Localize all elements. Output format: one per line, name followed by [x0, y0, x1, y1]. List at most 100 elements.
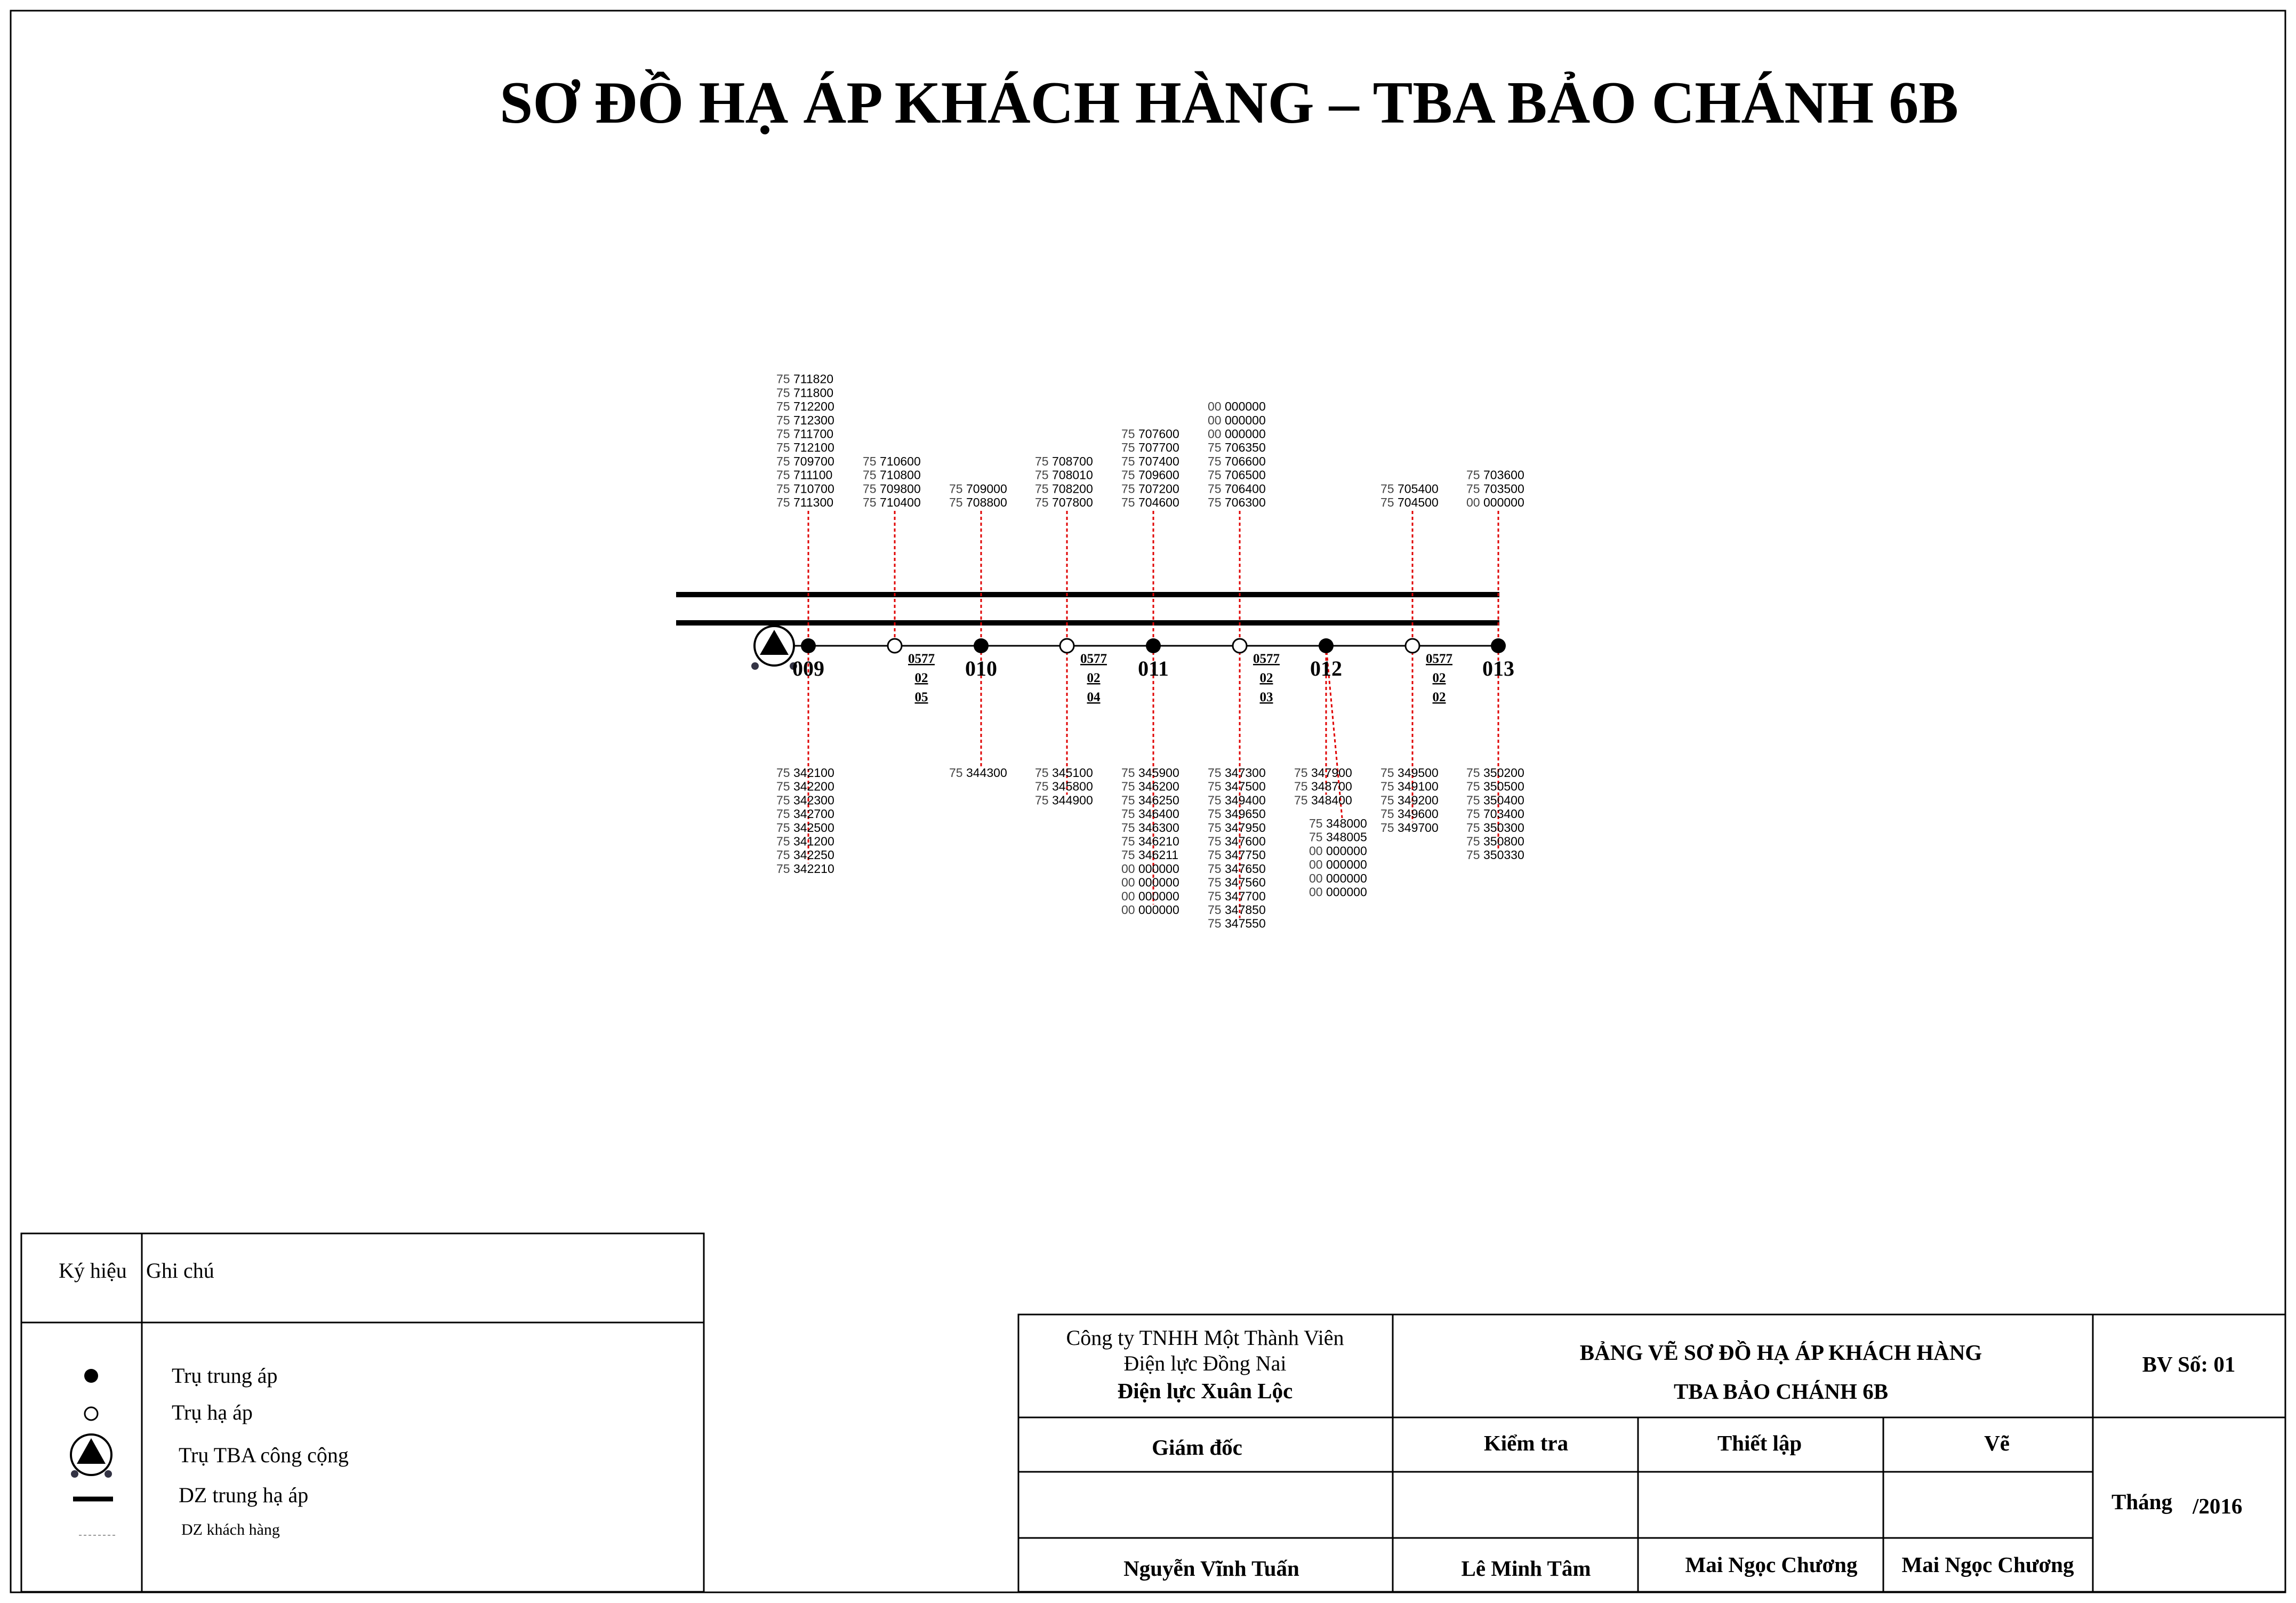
customer-code: 75 349600 [1380, 807, 1439, 821]
branch-code: 02 [1087, 671, 1101, 685]
branch-code: 02 [915, 671, 928, 685]
legend-item-customer-line: DZ khách hàng [181, 1521, 280, 1538]
customer-code: 75 349650 [1208, 807, 1266, 821]
pole-label-010: 010 [965, 656, 997, 680]
customer-code: 75 342500 [776, 821, 834, 835]
customer-code: 75 710800 [863, 468, 921, 482]
customer-code: 00 000000 [1121, 889, 1179, 903]
customer-code: 75 348400 [1294, 793, 1352, 807]
customer-code: 00 000000 [1309, 885, 1367, 899]
customer-code: 75 347900 [1294, 766, 1352, 780]
low-voltage-pole [887, 638, 903, 654]
legend-col-note: Ghi chú [146, 1259, 214, 1283]
customer-code: 75 707200 [1121, 482, 1179, 495]
customer-code: 75 345800 [1035, 780, 1093, 794]
medium-voltage-pole-013 [1491, 638, 1506, 653]
legend-col-symbol: Ký hiệu [59, 1259, 127, 1283]
branch-code: 03 [1260, 690, 1273, 704]
customer-code: 75 709600 [1121, 468, 1179, 482]
public-substation-pole-icon [70, 1433, 113, 1478]
customer-code: 75 349200 [1380, 793, 1439, 807]
customer-code: 00 000000 [1121, 876, 1179, 889]
role-check: Kiểm tra [1484, 1431, 1568, 1455]
legend-frame [20, 1232, 705, 1593]
customer-code: 75 703500 [1466, 482, 1524, 495]
customer-code: 75 346210 [1121, 835, 1179, 848]
substation-foot [790, 662, 797, 670]
legend-item-medium-pole: Trụ trung áp [172, 1364, 278, 1388]
customer-code: 75 342250 [776, 848, 834, 862]
name-director: Nguyễn Vĩnh Tuấn [1123, 1556, 1299, 1581]
drawing-title2: TBA BẢO CHÁNH 6B [1674, 1379, 1888, 1404]
title-block: Công ty TNHH Một Thành Viên Điện lực Đồn… [1017, 1313, 2286, 1593]
branch-code: 05 [915, 690, 928, 704]
customer-code: 75 346211 [1121, 848, 1178, 862]
customer-code: 75 342100 [776, 766, 834, 780]
customer-code: 75 708200 [1035, 482, 1093, 495]
legend-item-substation: Trụ TBA công cộng [179, 1443, 349, 1467]
branch-code: 02 [1433, 671, 1446, 685]
role-director: Giám đốc [1152, 1435, 1242, 1460]
customer-code: 75 709700 [776, 454, 834, 468]
low-voltage-pole [1404, 638, 1420, 654]
customer-code: 75 346300 [1121, 821, 1179, 835]
pole-label-013: 013 [1482, 656, 1514, 680]
substation-triangle [760, 630, 789, 655]
low-voltage-pole [1059, 638, 1075, 654]
branch-code: 0577 [1426, 652, 1452, 666]
customer-code: 75 707700 [1121, 440, 1179, 454]
pole-label-011: 011 [1138, 656, 1169, 680]
customer-code: 00 000000 [1309, 844, 1367, 857]
customer-code: 75 344300 [949, 766, 1007, 780]
customer-code: 75 706600 [1208, 454, 1266, 468]
customer-code: 75 709000 [949, 482, 1007, 495]
customer-code: 00 000000 [1208, 413, 1266, 427]
customer-code: 75 710700 [776, 482, 834, 495]
customer-code: 75 342210 [776, 862, 834, 876]
medium-voltage-pole-011 [1146, 638, 1161, 653]
branch-code: 02 [1433, 690, 1446, 704]
customer-code: 75 347300 [1208, 766, 1266, 780]
branch-code: 0577 [1253, 652, 1280, 666]
customer-code: 75 707400 [1121, 454, 1179, 468]
customer-code: 75 707800 [1035, 495, 1093, 509]
customer-code: 75 347850 [1208, 903, 1266, 917]
customer-code: 75 347500 [1208, 780, 1266, 794]
customer-code: 75 708800 [949, 495, 1007, 509]
customer-code: 75 349500 [1380, 766, 1439, 780]
legend: Ký hiệu Ghi chú Trụ trung áp Trụ hạ áp T… [20, 1232, 705, 1593]
customer-code: 75 350300 [1466, 821, 1524, 835]
customer-code: 00 000000 [1466, 495, 1524, 509]
customer-code: 75 349400 [1208, 793, 1266, 807]
poles: 009 0577 02 05 010 0577 02 04 011 0577 02 03 012 0577… [751, 625, 1514, 704]
customer-code: 75 704500 [1380, 495, 1439, 509]
customer-code: 75 710400 [863, 495, 921, 509]
medium-voltage-pole-012 [1319, 638, 1334, 653]
customer-code: 75 349700 [1380, 821, 1439, 835]
month-label: Tháng [2112, 1489, 2172, 1514]
company-line3: Điện lực Xuân Lộc [1118, 1378, 1293, 1403]
customer-code: 75 345900 [1121, 766, 1179, 780]
substation-foot [751, 662, 759, 670]
legend-item-line: DZ trung hạ áp [179, 1483, 308, 1507]
customer-code: 75 712300 [776, 413, 834, 427]
customer-code: 75 346250 [1121, 793, 1179, 807]
branch-code: 0577 [1080, 652, 1107, 666]
pole-label-009: 009 [792, 656, 824, 680]
customer-code: 75 709800 [863, 482, 921, 495]
company-line1: Công ty TNHH Một Thành Viên [1066, 1326, 1344, 1350]
low-voltage-pole [1232, 638, 1248, 654]
customer-code: 00 000000 [1208, 427, 1266, 441]
customer-code: 75 345100 [1035, 766, 1093, 780]
name-draw: Mai Ngọc Chương [1902, 1552, 2074, 1577]
customer-code: 75 711820 [776, 372, 833, 386]
customer-code: 75 704600 [1121, 495, 1179, 509]
customer-code: 75 711700 [776, 427, 833, 441]
customer-code: 75 347550 [1208, 917, 1266, 931]
customer-code: 75 708700 [1035, 454, 1093, 468]
customer-lines [807, 511, 1499, 918]
customer-code: 75 712200 [776, 399, 834, 413]
customer-code: 75 341200 [776, 835, 834, 848]
customer-code: 75 711100 [776, 468, 832, 482]
